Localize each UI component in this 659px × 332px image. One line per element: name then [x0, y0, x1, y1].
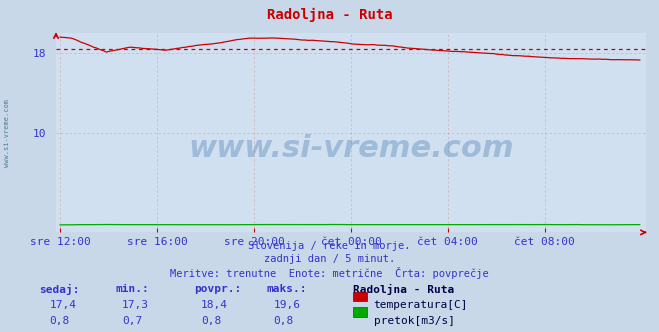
Text: povpr.:: povpr.: [194, 284, 242, 294]
Text: zadnji dan / 5 minut.: zadnji dan / 5 minut. [264, 254, 395, 264]
Text: 0,8: 0,8 [49, 316, 70, 326]
Text: Slovenija / reke in morje.: Slovenija / reke in morje. [248, 241, 411, 251]
Text: pretok[m3/s]: pretok[m3/s] [374, 316, 455, 326]
Text: min.:: min.: [115, 284, 149, 294]
Text: www.si-vreme.com: www.si-vreme.com [3, 99, 10, 167]
Text: Radoljna - Ruta: Radoljna - Ruta [267, 8, 392, 23]
Text: 18,4: 18,4 [201, 300, 228, 310]
Text: 17,3: 17,3 [122, 300, 149, 310]
Text: 0,7: 0,7 [122, 316, 142, 326]
Text: temperatura[C]: temperatura[C] [374, 300, 468, 310]
Text: 17,4: 17,4 [49, 300, 76, 310]
Text: www.si-vreme.com: www.si-vreme.com [188, 134, 514, 163]
Text: 0,8: 0,8 [201, 316, 221, 326]
Text: 19,6: 19,6 [273, 300, 301, 310]
Text: sedaj:: sedaj: [40, 284, 80, 295]
Text: 0,8: 0,8 [273, 316, 294, 326]
Text: maks.:: maks.: [267, 284, 307, 294]
Text: Radoljna - Ruta: Radoljna - Ruta [353, 284, 454, 295]
Text: Meritve: trenutne  Enote: metrične  Črta: povprečje: Meritve: trenutne Enote: metrične Črta: … [170, 267, 489, 279]
